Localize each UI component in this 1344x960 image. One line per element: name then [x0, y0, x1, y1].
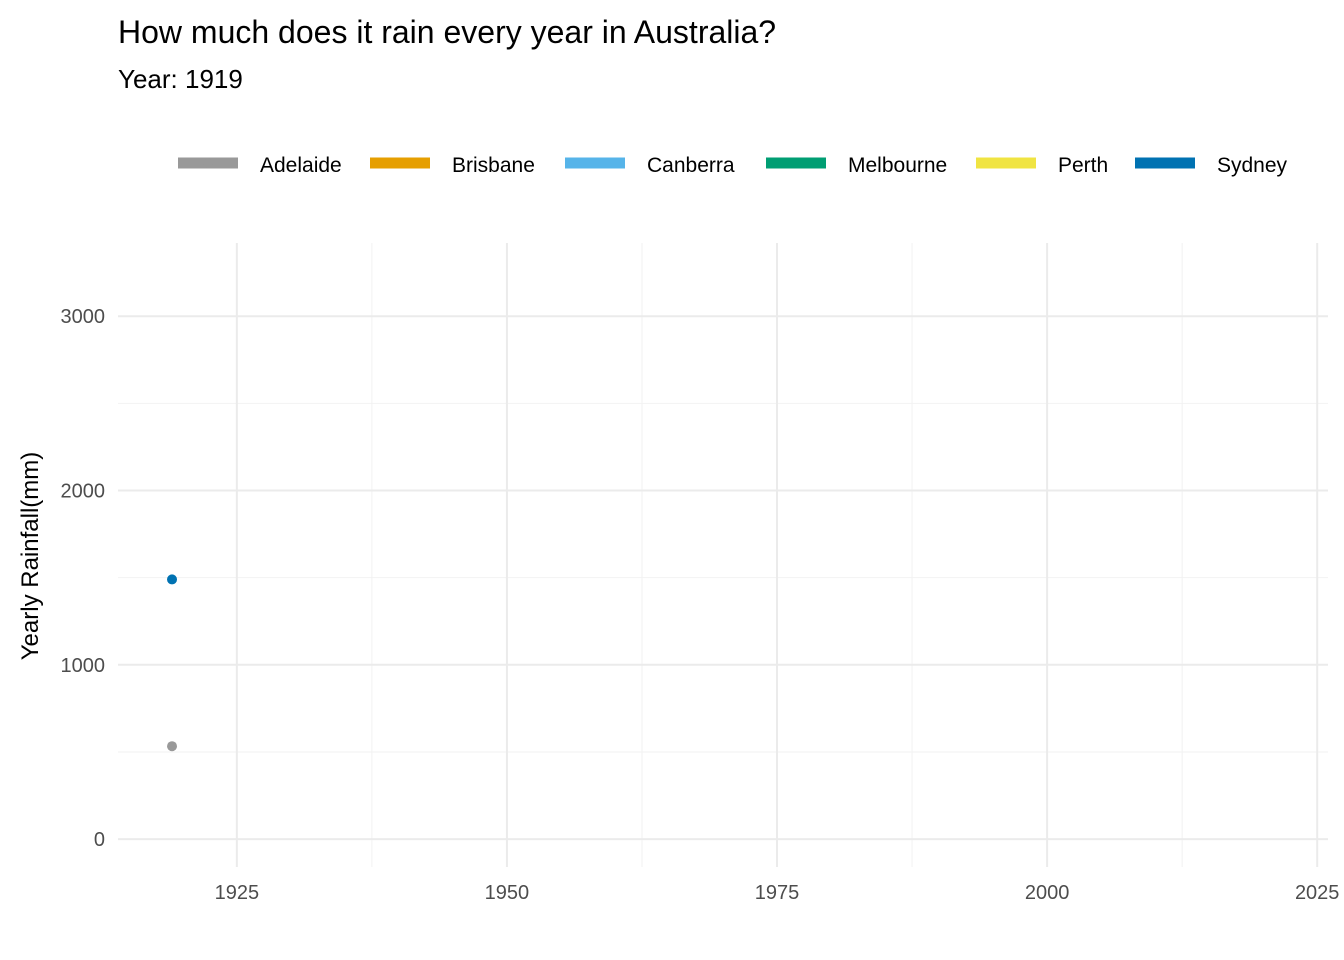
x-axis-ticks: 1925 1950 1975 2000 2025 [215, 882, 1340, 904]
legend-item-perth: Perth [976, 154, 1108, 177]
grid-minor [118, 243, 1328, 867]
legend-label: Adelaide [260, 154, 342, 177]
y-axis-ticks: 0 1000 2000 3000 [61, 306, 106, 851]
data-points [167, 574, 178, 752]
legend-key-point [791, 158, 801, 168]
y-tick-label: 3000 [61, 306, 106, 328]
y-tick-label: 1000 [61, 655, 106, 677]
legend-item-adelaide: Adelaide [178, 154, 342, 177]
legend: Adelaide Brisbane Canberra Melbourne Perth Sy… [178, 154, 1288, 177]
legend-label: Canberra [647, 154, 735, 177]
legend-item-brisbane: Brisbane [370, 154, 535, 177]
y-axis-title: Yearly Rainfall(mm) [17, 452, 44, 661]
y-tick-label: 2000 [61, 481, 106, 503]
legend-label: Melbourne [848, 154, 947, 177]
legend-label: Sydney [1217, 154, 1288, 177]
legend-key-point [1160, 158, 1170, 168]
legend-key-point [203, 158, 213, 168]
legend-item-sydney: Sydney [1135, 154, 1288, 177]
x-tick-label: 1925 [215, 882, 260, 904]
x-tick-label: 2025 [1295, 882, 1340, 904]
chart-subtitle: Year: 1919 [118, 64, 243, 94]
data-point-sydney [167, 574, 178, 585]
data-point-adelaide [167, 741, 178, 752]
legend-key-point [395, 158, 405, 168]
legend-item-canberra: Canberra [565, 154, 735, 177]
legend-item-melbourne: Melbourne [766, 154, 947, 177]
chart-title: How much does it rain every year in Aust… [118, 14, 777, 50]
legend-key-point [1001, 158, 1011, 168]
legend-label: Perth [1058, 154, 1108, 177]
y-tick-label: 0 [94, 829, 105, 851]
legend-label: Brisbane [452, 154, 535, 177]
x-tick-label: 1950 [485, 882, 530, 904]
x-tick-label: 2000 [1025, 882, 1070, 904]
legend-key-point [590, 158, 600, 168]
x-tick-label: 1975 [755, 882, 800, 904]
grid-major [118, 243, 1328, 867]
